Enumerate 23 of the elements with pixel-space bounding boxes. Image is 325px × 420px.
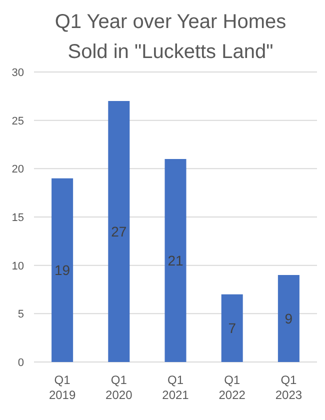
x-tick-label: Q1 2023 bbox=[275, 373, 302, 402]
bar bbox=[278, 275, 300, 362]
y-tick-label: 15 bbox=[12, 212, 24, 224]
data-label: 9 bbox=[284, 310, 293, 326]
data-label: 7 bbox=[228, 320, 236, 336]
y-tick-label: 25 bbox=[12, 115, 24, 128]
bar bbox=[108, 101, 130, 362]
x-tick-label: Q1 2020 bbox=[106, 373, 133, 402]
chart-title: Q1 Year over Year Homes Sold in "Lucketts Land" bbox=[54, 11, 286, 63]
data-label: 21 bbox=[168, 252, 184, 268]
y-tick-label: 10 bbox=[12, 260, 24, 272]
data-label: 19 bbox=[54, 262, 70, 278]
x-tick-label: Q1 2021 bbox=[162, 373, 190, 402]
data-label: 27 bbox=[111, 224, 127, 240]
y-tick-label: 30 bbox=[12, 67, 24, 79]
x-tick-label: Q1 2019 bbox=[48, 373, 76, 402]
y-tick-label: 0 bbox=[18, 357, 24, 369]
x-tick-label: Q1 2022 bbox=[218, 373, 246, 402]
y-tick-label: 20 bbox=[12, 164, 24, 176]
y-tick-label: 5 bbox=[18, 308, 24, 321]
bar bbox=[221, 294, 243, 362]
bar bbox=[52, 178, 74, 362]
bar bbox=[164, 159, 186, 362]
